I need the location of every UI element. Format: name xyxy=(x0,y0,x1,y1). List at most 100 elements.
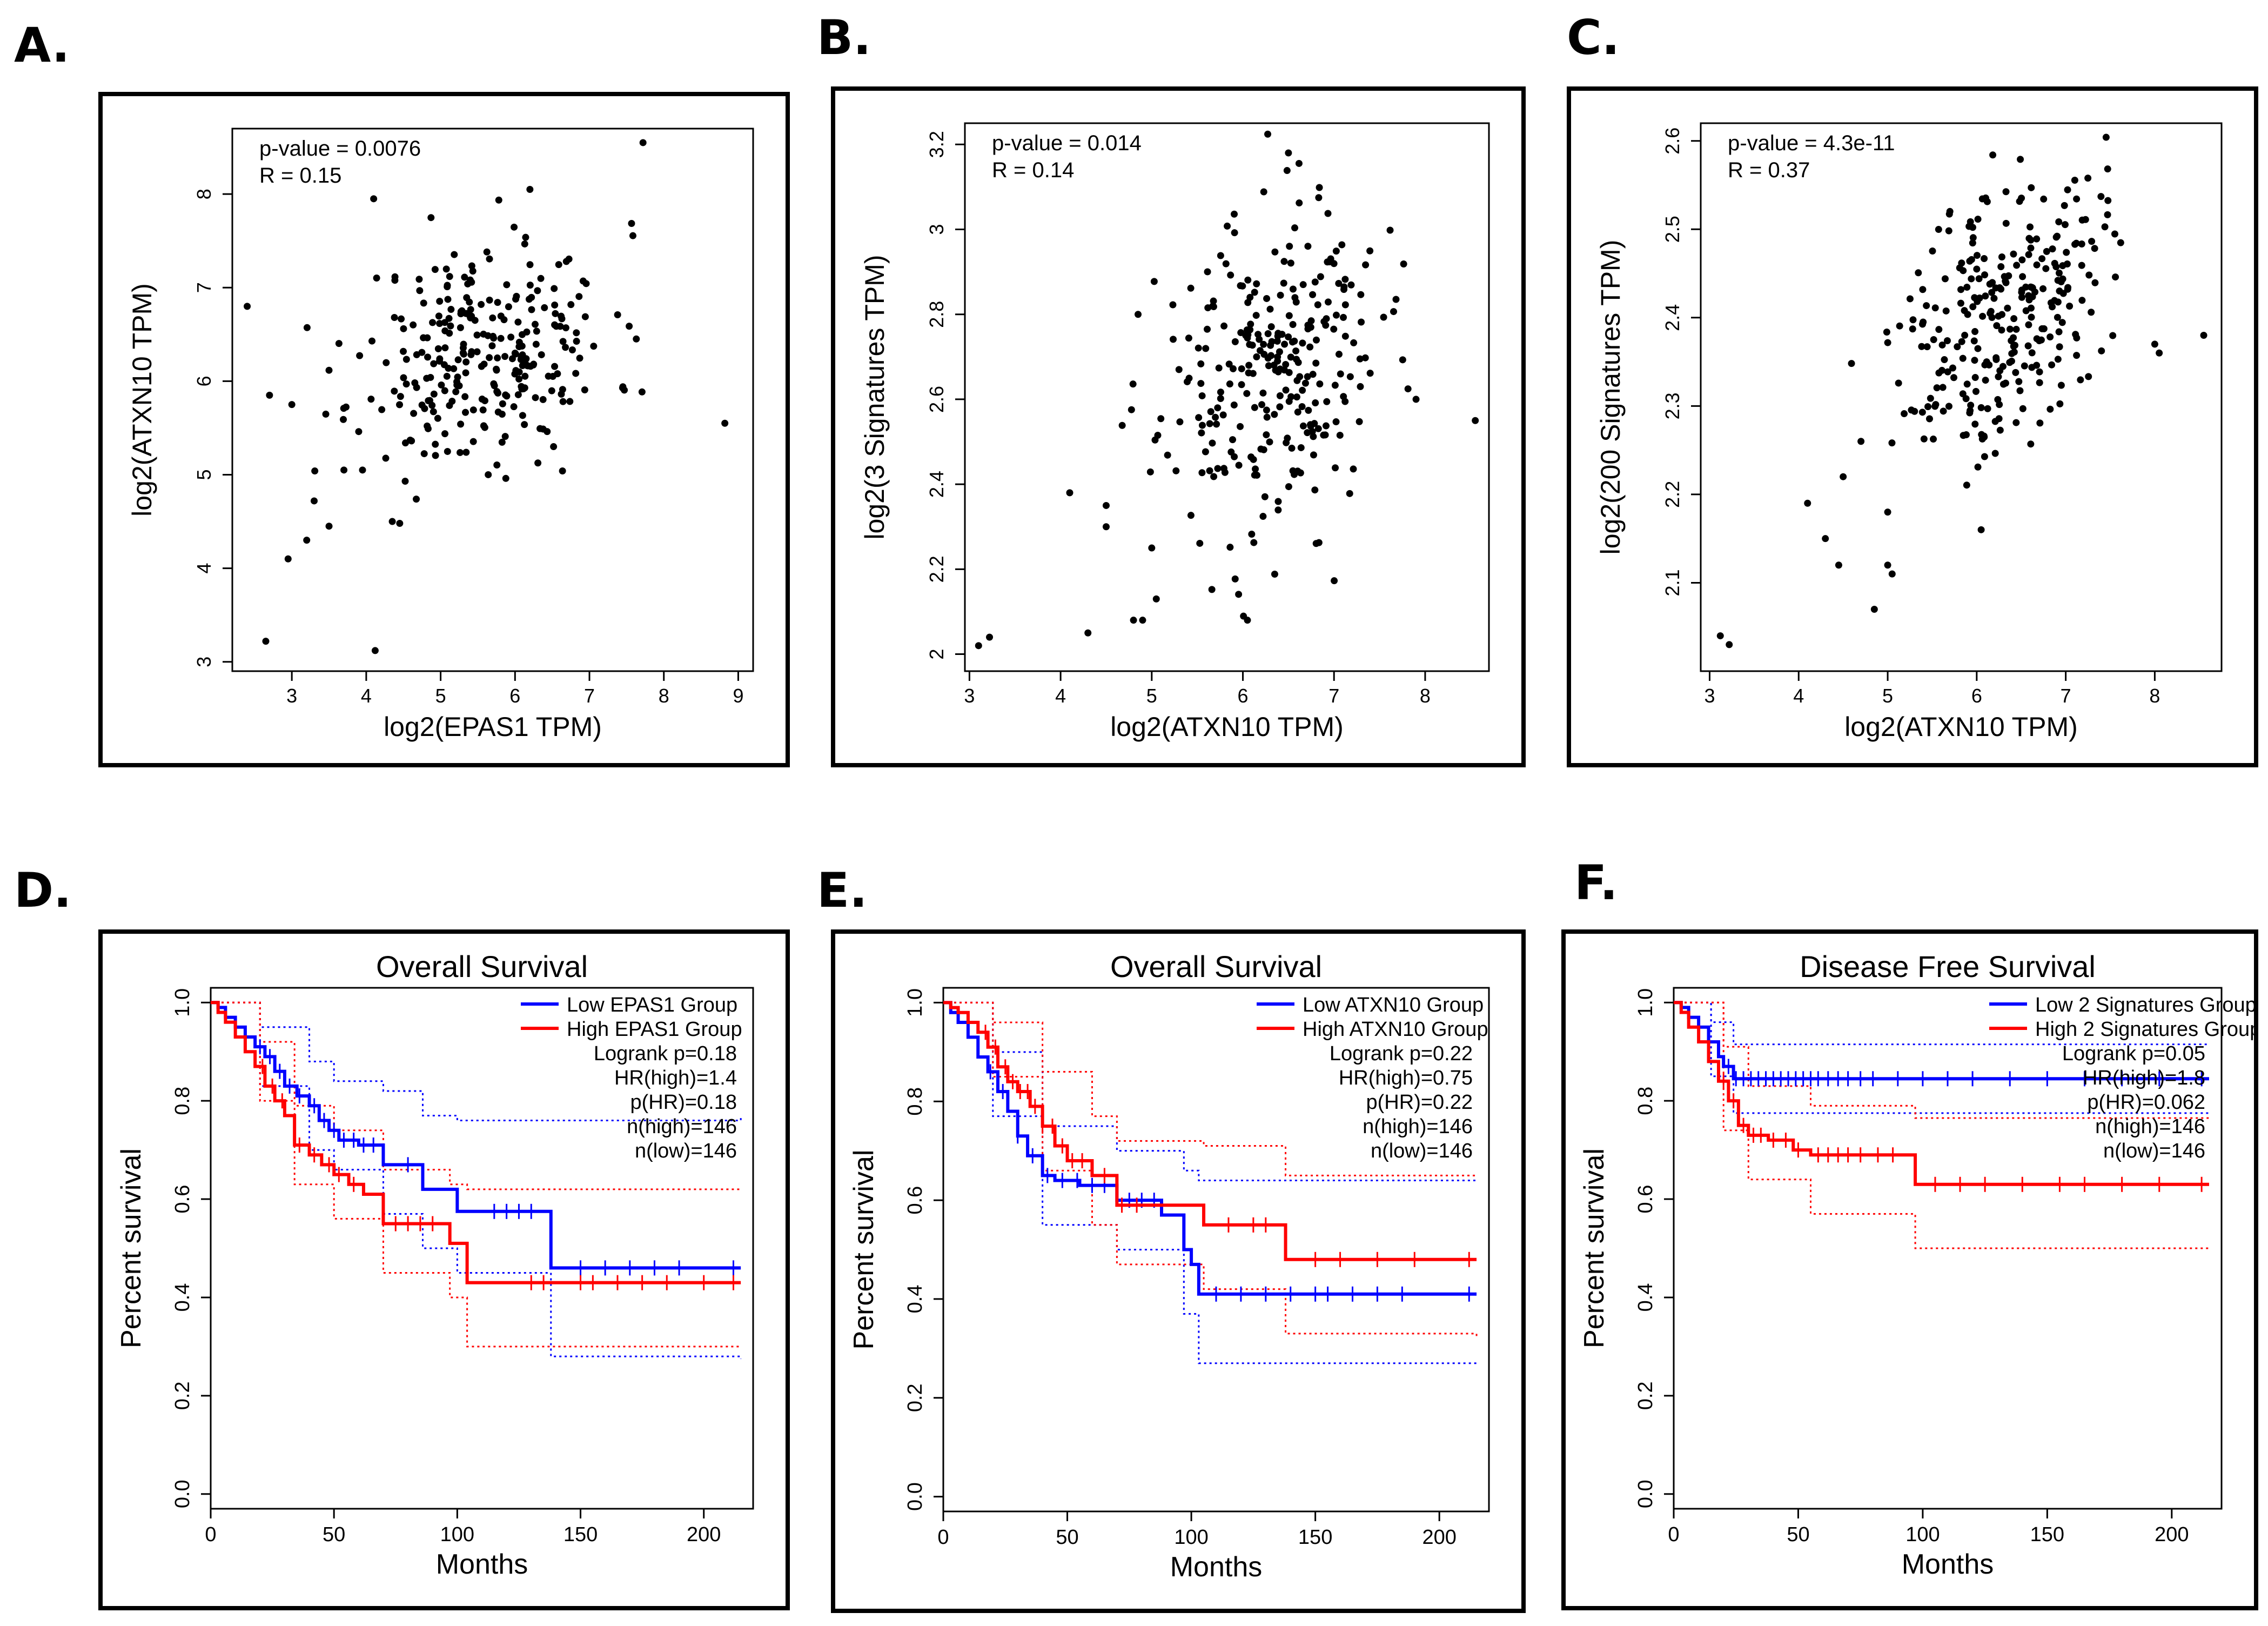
scatter-point xyxy=(450,365,458,372)
scatter-point xyxy=(534,287,541,295)
x-tick-label: 3 xyxy=(1704,685,1715,707)
scatter-point xyxy=(554,370,561,378)
scatter-point xyxy=(401,478,409,485)
scatter-point xyxy=(2025,235,2033,242)
scatter-point xyxy=(402,380,410,388)
scatter-point xyxy=(1254,331,1262,338)
scatter-point xyxy=(382,454,390,462)
scatter-point xyxy=(2036,368,2043,376)
scatter-point xyxy=(2012,325,2020,333)
scatter-point xyxy=(1285,149,1292,157)
scatter-point xyxy=(2040,325,2048,332)
scatter-point xyxy=(523,328,531,336)
scatter-point xyxy=(1286,243,1293,250)
scatter-point xyxy=(629,232,636,239)
scatter-point xyxy=(551,363,559,370)
scatter-point xyxy=(1185,374,1193,382)
scatter-point xyxy=(1991,418,1999,425)
scatter-point xyxy=(1289,285,1297,293)
scatter-point xyxy=(528,306,535,313)
scatter-point xyxy=(425,397,432,404)
scatter-point xyxy=(1288,444,1296,452)
x-axis-label: log2(ATXN10 TPM) xyxy=(1110,712,1344,742)
scatter-point xyxy=(2054,232,2061,240)
scatter-point xyxy=(1235,461,1243,469)
scatter-point xyxy=(521,240,528,247)
scatter-point xyxy=(1924,403,1932,411)
scatter-point xyxy=(430,390,438,398)
scatter-point xyxy=(1287,353,1294,361)
scatter-point xyxy=(1976,294,1983,302)
x-tick-label: 3 xyxy=(286,685,297,707)
scatter-point xyxy=(2056,400,2064,407)
p-value-annotation: p-value = 0.014 xyxy=(992,131,1142,155)
scatter-point xyxy=(1296,199,1303,207)
panel-letter-f: F. xyxy=(1574,855,1618,911)
scatter-point xyxy=(639,139,647,146)
scatter-point xyxy=(442,265,450,273)
survival-line-high xyxy=(211,1001,741,1284)
scatter-point xyxy=(1971,328,1979,336)
scatter-point xyxy=(1238,381,1245,389)
scatter-point xyxy=(1929,247,1936,255)
scatter-point xyxy=(1981,255,1988,263)
scatter-point xyxy=(494,299,501,306)
scatter-point xyxy=(462,369,469,377)
scatter-point xyxy=(420,299,427,307)
scatter-point xyxy=(447,322,454,330)
scatter-point xyxy=(391,387,398,395)
scatter-point xyxy=(511,350,519,357)
scatter-point xyxy=(1919,286,1927,293)
scatter-point xyxy=(522,355,530,363)
scatter-point xyxy=(2025,321,2032,329)
y-tick-label: 4 xyxy=(193,563,215,574)
scatter-point xyxy=(391,277,399,284)
scatter-point xyxy=(1172,467,1180,474)
scatter-point xyxy=(1198,429,1205,437)
stats-label: n(low)=146 xyxy=(1371,1140,1473,1162)
scatter-point xyxy=(1118,421,1126,429)
scatter-point xyxy=(446,402,453,409)
x-tick-label: 0 xyxy=(937,1526,949,1549)
scatter-point xyxy=(521,421,528,429)
scatter-point xyxy=(457,324,464,331)
legend-label: High EPAS1 Group xyxy=(567,1018,742,1041)
scatter-point xyxy=(1310,451,1317,459)
scatter-point xyxy=(2091,245,2098,252)
scatter-point xyxy=(1822,535,1829,543)
scatter-point xyxy=(444,296,452,303)
scatter-point xyxy=(1130,617,1137,624)
scatter-point xyxy=(1974,345,1982,352)
scatter-point xyxy=(1312,336,1320,344)
scatter-point xyxy=(1221,469,1229,476)
ci-lower-high xyxy=(943,1001,1478,1336)
scatter-point xyxy=(310,497,318,505)
scatter-point xyxy=(2010,349,2018,356)
r-value-annotation: R = 0.37 xyxy=(1728,158,1810,182)
scatter-point xyxy=(2005,272,2012,279)
scatter-point xyxy=(1213,420,1220,428)
scatter-point xyxy=(1273,337,1281,345)
scatter-point xyxy=(1204,268,1211,276)
y-axis-label: Percent survival xyxy=(848,1150,880,1350)
scatter-point xyxy=(515,375,523,383)
x-tick-label: 3 xyxy=(964,685,975,707)
scatter-point xyxy=(1227,271,1234,279)
scatter-point xyxy=(335,340,343,347)
scatter-point xyxy=(1941,356,1948,364)
scatter-point xyxy=(1848,360,1855,367)
scatter-point xyxy=(1128,406,1135,413)
scatter-point xyxy=(1277,291,1284,299)
scatter-point xyxy=(1935,226,1942,233)
scatter-point xyxy=(1220,322,1228,330)
scatter-point xyxy=(303,324,311,331)
scatter-point xyxy=(2054,356,2062,363)
scatter-point xyxy=(1135,311,1142,318)
scatter-point xyxy=(1210,473,1218,480)
scatter-point xyxy=(441,327,449,334)
scatter-point xyxy=(1217,394,1224,402)
scatter-point xyxy=(410,410,418,417)
scatter-point xyxy=(441,387,448,394)
scatter-point xyxy=(1883,328,1890,336)
scatter-point xyxy=(2019,273,2027,280)
